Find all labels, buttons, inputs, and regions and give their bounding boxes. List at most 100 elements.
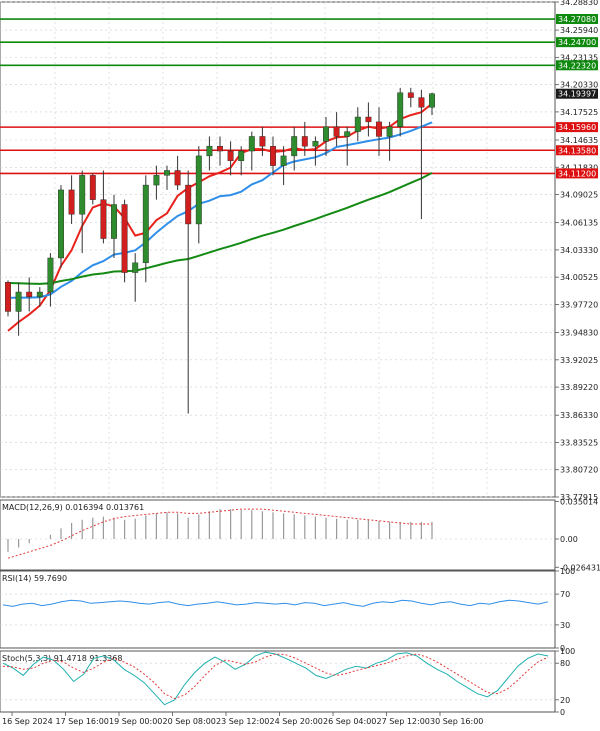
price-tick-label: 33.97720 (560, 300, 598, 309)
time-tick-label: 26 Sep 04:00 (323, 717, 376, 726)
candle-body (259, 136, 266, 147)
moving-average-blue (7, 121, 433, 299)
stoch-tick-label: 100 (560, 647, 575, 656)
rsi-label: RSI(14) 59.7690 (2, 574, 67, 583)
time-tick-label: 24 Sep 20:00 (270, 717, 323, 726)
macd-tick-label: 0.00 (560, 535, 578, 544)
candle-body (142, 184, 149, 264)
price-tick-label: 34.23135 (560, 53, 598, 62)
price-panel-frame (0, 1, 556, 498)
stoch-frame (0, 650, 556, 713)
candle-body (301, 136, 308, 147)
candle-body (47, 257, 54, 293)
candle-body (333, 126, 340, 137)
price-tick-label: 33.83525 (560, 438, 598, 447)
candle-body (429, 93, 435, 108)
rsi-tick-label: 70 (560, 590, 570, 599)
resistance-level-tag (556, 60, 598, 71)
candle-body (121, 204, 128, 273)
current-price-label: 34.19397 (558, 90, 596, 99)
candle-body (365, 116, 372, 123)
candle-body (217, 145, 223, 152)
candle-body (132, 262, 139, 273)
support-level-tag-label: 34.15960 (558, 123, 596, 132)
candle-body (248, 136, 255, 152)
candle-body (15, 291, 22, 312)
price-tick-label: 34.20330 (560, 81, 598, 90)
rsi-frame (0, 570, 556, 649)
price-tick-label: 33.89220 (560, 383, 598, 392)
candle-body (174, 170, 181, 186)
price-tick-label: 34.25940 (560, 26, 598, 35)
candle-body (238, 150, 245, 161)
resistance-level-tag (556, 37, 598, 48)
candle-body (386, 126, 393, 137)
support-level-tag (556, 122, 598, 133)
candle-body (68, 189, 75, 215)
candle-body (354, 116, 361, 132)
candle-body (344, 131, 351, 137)
candle-body (206, 145, 213, 157)
rsi-panel: RSI(14) 59.7690 100 70 30 0 (0, 567, 575, 653)
rsi-tick-label: 100 (560, 567, 575, 576)
candle-body (195, 155, 202, 225)
stochastic-panel: Stoch(5,3,3) 91.4718 91.3368 100 80 20 0 (0, 647, 575, 717)
stoch-tick-label: 80 (560, 659, 570, 668)
candle-body (312, 141, 319, 147)
candle-body (291, 136, 298, 157)
candle-body (58, 189, 64, 259)
time-tick-label: 16 Sep 2024 (2, 717, 53, 726)
macd-frame (0, 499, 556, 571)
price-tick-label: 34.14635 (560, 136, 598, 145)
candle-body (111, 204, 117, 239)
candle-body (185, 184, 192, 225)
price-tick-label: 33.94830 (560, 329, 598, 338)
resistance-level-tag-label: 34.24700 (558, 38, 596, 47)
time-tick-label: 30 Sep 16:00 (430, 717, 483, 726)
candle-body (36, 291, 43, 298)
candle-body (407, 92, 414, 98)
stoch-tick-label: 0 (560, 708, 565, 717)
resistance-level-tag-label: 34.27080 (558, 15, 596, 24)
price-panel: 34.28830 34.25940 34.23135 34.20330 34.17525… (0, 0, 598, 502)
candle-body (397, 92, 404, 127)
price-tick-label: 34.03330 (560, 246, 598, 255)
current-price-tag (556, 88, 598, 99)
macd-signal-line (7, 508, 432, 559)
macd-tick-label: -0.026431 (560, 563, 600, 572)
stoch-tick-label: 20 (560, 696, 570, 705)
candle-body (323, 126, 329, 142)
rsi-line (2, 599, 549, 607)
candle-body (270, 145, 276, 166)
support-level-tag (556, 145, 598, 156)
price-tick-label: 34.11830 (560, 163, 598, 172)
support-level-tag-label: 34.13580 (558, 146, 596, 155)
price-tick-label: 34.00525 (560, 273, 598, 282)
moving-average-red (7, 102, 433, 332)
time-axis: 16 Sep 2024 17 Sep 16:00 19 Sep 00:00 20 Se… (2, 712, 483, 726)
macd-label: MACD(12,26,9) 0.016394 0.013761 (2, 503, 144, 512)
candle-body (5, 282, 11, 312)
time-tick-label: 23 Sep 12:00 (216, 717, 269, 726)
price-tick-label: 33.77915 (560, 493, 598, 502)
support-level-tag (556, 168, 598, 179)
candle-body (376, 121, 382, 137)
candle-body (153, 175, 160, 186)
price-tick-label: 33.86330 (560, 411, 598, 420)
macd-panel: MACD(12,26,9) 0.016394 0.013761 0.035014… (0, 498, 600, 572)
stoch-signal-line (2, 653, 549, 700)
candle-body (100, 199, 107, 239)
stoch-label: Stoch(5,3,3) 91.4718 91.3368 (2, 654, 122, 663)
price-tick-label: 34.17525 (560, 108, 598, 117)
resistance-level-tag-label: 34.22320 (558, 61, 596, 70)
price-tick-label: 34.28830 (560, 0, 598, 7)
candle-body (418, 97, 425, 108)
price-tick-label: 34.06135 (560, 219, 598, 228)
rsi-tick-label: 0 (560, 644, 565, 653)
candle-body (280, 155, 287, 166)
candle-body (227, 150, 234, 161)
price-tick-label: 33.80720 (560, 466, 598, 475)
moving-average-green (7, 172, 433, 285)
